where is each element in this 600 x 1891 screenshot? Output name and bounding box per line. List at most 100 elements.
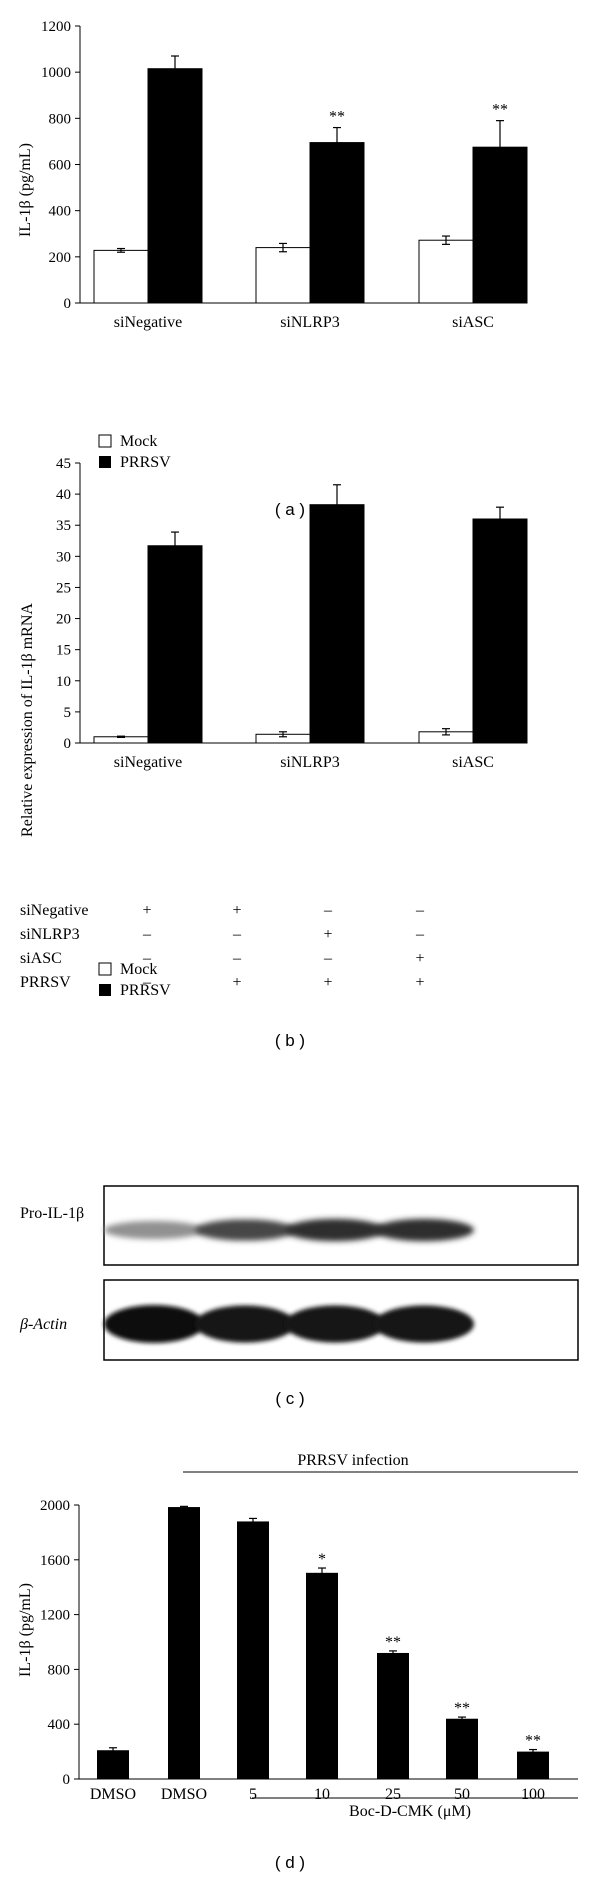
y-tick-label: 40	[56, 487, 71, 503]
category-label: siASC	[452, 314, 494, 331]
error-bar	[171, 55, 179, 83]
panel-d-bars: *******	[79, 1505, 578, 1780]
error-bar	[496, 120, 504, 175]
error-bar	[109, 1747, 117, 1752]
y-tick-label: 0	[63, 1772, 71, 1788]
minus-mark: –	[232, 926, 242, 943]
panel-b-categories: siNegative siNLRP3 siASC	[114, 754, 494, 771]
blot-band	[104, 1220, 204, 1240]
category-label: siASC	[452, 754, 494, 771]
y-tick-label: 1200	[41, 19, 71, 35]
bar-prrsv-sinegative	[147, 68, 203, 304]
panel-b-bars	[80, 484, 528, 744]
y-tick-label: 1600	[40, 1553, 70, 1569]
legend-prrsv-label: PRRSV	[120, 454, 171, 471]
minus-mark: –	[415, 902, 425, 919]
category-label: 100	[521, 1786, 545, 1803]
y-tick-label: 1200	[40, 1608, 70, 1624]
panel-b-label: ( b )	[275, 1031, 305, 1050]
y-tick-label: 20	[56, 612, 71, 628]
plus-mark: +	[415, 950, 424, 967]
blot-band	[195, 1305, 295, 1343]
panel-a-categories: siNegative siNLRP3 siASC	[114, 314, 494, 331]
category-label: siNegative	[114, 754, 182, 771]
error-bar	[442, 235, 450, 245]
error-bar	[442, 728, 450, 736]
bar-100	[517, 1751, 549, 1779]
minus-mark: –	[323, 950, 333, 967]
boc-d-cmk-label: Boc-D-CMK (μM)	[349, 1803, 471, 1820]
category-label: 10	[314, 1786, 330, 1803]
panel-d-y-axis-title: IL-1β (pg/mL)	[17, 1583, 34, 1677]
error-bar	[318, 1567, 326, 1575]
plus-mark: +	[232, 974, 241, 991]
panel-b-y-axis: 0 5 10 15 20 25 30 35 40 45	[56, 456, 81, 752]
bar-prrsv-sinlrp3	[309, 504, 365, 744]
error-bar	[171, 531, 179, 561]
bar-dmso	[168, 1507, 200, 1779]
minus-mark: –	[142, 974, 152, 991]
blot-band	[374, 1218, 474, 1242]
y-tick-label: 0	[64, 736, 72, 752]
pro-il1b-label: Pro-IL-1β	[20, 1205, 84, 1222]
error-bar	[249, 1517, 257, 1524]
minus-mark: –	[142, 950, 152, 967]
y-tick-label: 30	[56, 549, 71, 565]
actin-label: β-Actin	[19, 1316, 67, 1333]
plus-mark: +	[142, 902, 151, 919]
significance-star: **	[492, 102, 508, 119]
y-tick-label: 45	[56, 456, 71, 472]
panel-c-western-blot: siNegative + + – –siNLRP3– – + –siASC – – – +PRRSV –…	[19, 902, 579, 1408]
error-bar	[117, 735, 125, 739]
minus-mark: –	[142, 926, 152, 943]
y-tick-label: 25	[56, 580, 71, 596]
error-bar	[333, 484, 341, 526]
bar-dmso	[97, 1750, 129, 1779]
panel-c-label: ( c )	[275, 1389, 304, 1408]
y-tick-label: 35	[56, 518, 71, 534]
y-tick-label: 600	[49, 158, 72, 174]
bar-50	[446, 1718, 478, 1779]
prrsv-infection-label: PRRSV infection	[297, 1452, 408, 1469]
blot-condition-table: siNegative + + – – siNLRP3 – – + – siASC – – – + PRRSV –…	[20, 902, 425, 991]
minus-mark: –	[415, 926, 425, 943]
legend-mock-label: Mock	[120, 433, 157, 450]
panel-b-legend: Mock PRRSV	[98, 961, 171, 999]
row-label-siasc: siASC	[20, 950, 62, 967]
category-label: 5	[249, 1786, 257, 1803]
error-bar	[279, 731, 287, 738]
minus-mark: –	[232, 950, 242, 967]
y-tick-label: 5	[64, 705, 72, 721]
plus-mark: +	[415, 974, 424, 991]
error-bar	[458, 1716, 466, 1721]
legend-mock-swatch	[98, 962, 112, 976]
legend-prrsv-label: PRRSV	[120, 982, 171, 999]
bar-25	[377, 1652, 409, 1779]
error-bar	[180, 1505, 188, 1509]
bar-prrsv-sinegative	[147, 545, 203, 744]
panel-a-legend: Mock PRRSV	[98, 433, 171, 471]
significance-star: **	[454, 1700, 470, 1717]
minus-mark: –	[323, 902, 333, 919]
y-tick-label: 10	[56, 674, 71, 690]
y-tick-label: 0	[64, 296, 72, 312]
y-tick-label: 800	[49, 111, 72, 127]
legend-mock-label: Mock	[120, 961, 157, 978]
panel-a-label: ( a )	[275, 500, 305, 519]
significance-star: **	[385, 1634, 401, 1651]
bar-mock-sinlrp3	[255, 247, 311, 304]
blot-band	[285, 1305, 385, 1343]
category-label: 50	[454, 1786, 470, 1803]
plus-mark: +	[323, 974, 332, 991]
blot-band	[374, 1305, 474, 1343]
row-label-sinlrp3: siNLRP3	[20, 926, 80, 943]
y-tick-label: 1000	[41, 65, 71, 81]
y-tick-label: 2000	[40, 1498, 70, 1514]
category-label: 25	[385, 1786, 401, 1803]
y-tick-label: 15	[56, 643, 71, 659]
row-label-prrsv: PRRSV	[20, 974, 71, 991]
error-bar	[117, 247, 125, 253]
panel-d-y-axis: 0 400 800 1200 1600 2000	[40, 1498, 80, 1788]
